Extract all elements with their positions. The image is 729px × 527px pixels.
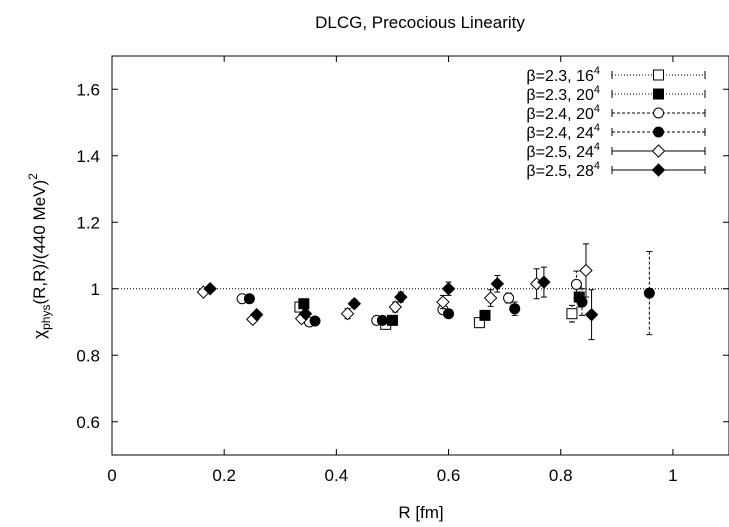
legend-marker xyxy=(653,107,664,119)
y-tick-label: 0.6 xyxy=(76,413,100,432)
data-point xyxy=(347,297,362,311)
data-point xyxy=(376,314,388,326)
data-point xyxy=(309,315,321,327)
x-tick-label: 0 xyxy=(107,466,116,485)
y-label-symbol: χ xyxy=(30,330,49,339)
x-axis-label: R [fm] xyxy=(398,503,443,522)
y-tick-label: 1.4 xyxy=(76,147,100,166)
legend-label: β=2.4, 244 xyxy=(526,122,600,142)
data-point xyxy=(298,298,310,310)
data-point xyxy=(436,295,450,309)
legend-marker xyxy=(653,69,664,81)
legend-label: β=2.5, 244 xyxy=(526,141,600,161)
data-point xyxy=(503,292,515,304)
data-point xyxy=(386,314,398,326)
legend-label-superscript: 4 xyxy=(594,65,600,77)
x-tick-label: 0.6 xyxy=(437,466,461,485)
data-point xyxy=(576,296,588,308)
legend-marker xyxy=(653,88,664,100)
legend-label-superscript: 4 xyxy=(594,122,600,134)
y-tick-label: 1 xyxy=(91,280,100,299)
data-point xyxy=(243,293,255,305)
y-axis: 0.6 0.8 1 1.2 1.4 1.6 xyxy=(76,80,729,432)
legend-marker xyxy=(651,163,666,177)
legend-label-superscript: 4 xyxy=(594,141,600,153)
plot-frame xyxy=(111,55,729,456)
data-point xyxy=(473,317,485,329)
data-point xyxy=(579,263,593,278)
y-tick-label: 1.2 xyxy=(76,213,100,232)
data-point xyxy=(250,307,264,322)
data-point xyxy=(479,309,491,321)
series-square-open xyxy=(294,301,578,330)
x-axis: 0 0.2 0.4 0.6 0.8 1 xyxy=(107,56,678,485)
y-tick-label: 1.6 xyxy=(76,80,100,99)
data-point xyxy=(570,278,582,290)
data-point xyxy=(394,290,408,304)
legend-label-superscript: 4 xyxy=(594,103,600,115)
legend-label-superscript: 4 xyxy=(594,84,600,96)
legend-label: β=2.4, 204 xyxy=(526,103,600,123)
data-point xyxy=(298,306,313,321)
y-label-subscript: phys xyxy=(39,305,53,330)
chart-title: DLCG, Precocious Linearity xyxy=(315,13,525,32)
legend-marker xyxy=(653,126,664,138)
x-tick-label: 0.4 xyxy=(325,466,349,485)
legend-label: β=2.5, 284 xyxy=(526,160,600,180)
legend-label: β=2.3, 204 xyxy=(526,84,600,104)
series-diamond-filled xyxy=(203,266,599,341)
y-axis-label: χphys(R,R)/(440 MeV)2 xyxy=(26,173,53,339)
data-point xyxy=(643,287,655,299)
y-label-body: (R,R)/(440 MeV) xyxy=(30,180,49,305)
data-point xyxy=(537,275,551,289)
x-tick-label: 1 xyxy=(668,466,677,485)
data-point xyxy=(441,282,456,296)
legend-label-superscript: 4 xyxy=(594,160,600,172)
data-point xyxy=(509,303,521,315)
data-point xyxy=(443,308,455,320)
x-tick-label: 0.8 xyxy=(549,466,573,485)
data-point xyxy=(483,291,498,305)
y-tick-label: 0.8 xyxy=(76,346,100,365)
x-tick-label: 0.2 xyxy=(212,466,236,485)
series-circle-open xyxy=(236,270,582,328)
plot-series xyxy=(196,243,655,341)
data-point xyxy=(388,300,402,314)
data-point xyxy=(566,308,578,320)
data-point xyxy=(203,282,217,296)
legend-marker xyxy=(651,144,666,158)
series-circle-filled xyxy=(243,251,655,336)
data-point xyxy=(490,277,505,291)
data-point xyxy=(584,307,599,322)
y-label-superscript: 2 xyxy=(26,173,40,180)
data-point xyxy=(340,306,355,321)
legend-label: β=2.3, 164 xyxy=(526,65,600,85)
